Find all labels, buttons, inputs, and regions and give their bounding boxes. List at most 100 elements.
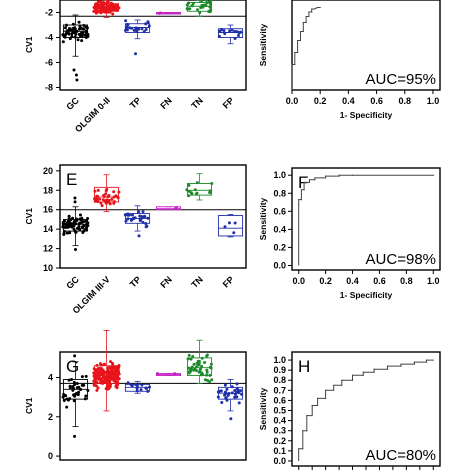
data-point <box>72 380 76 384</box>
data-point <box>79 387 83 391</box>
data-point <box>68 397 72 401</box>
x-axis-label: 1- Specificity <box>340 110 393 120</box>
auc-label: AUC=98% <box>366 251 436 268</box>
roc-point <box>386 365 389 367</box>
data-point <box>106 387 110 391</box>
data-point <box>210 378 214 382</box>
x-tick-label: 0.6 <box>373 276 386 286</box>
data-point <box>62 33 66 37</box>
data-point <box>233 37 237 41</box>
data-point <box>124 219 128 223</box>
roc-curve <box>298 359 434 461</box>
roc-point <box>425 359 428 361</box>
data-point <box>198 11 202 15</box>
data-point <box>200 364 204 368</box>
data-point <box>65 23 69 27</box>
data-point <box>94 373 98 377</box>
y-axis-label: Sensitivity <box>258 197 268 240</box>
data-point <box>84 30 88 34</box>
data-point <box>61 40 65 44</box>
data-point <box>205 354 209 358</box>
data-point <box>82 383 86 387</box>
roc-point <box>425 361 428 363</box>
roc-point <box>302 430 304 432</box>
data-point <box>209 0 213 2</box>
data-point <box>233 221 237 225</box>
data-point <box>210 182 214 186</box>
data-point <box>109 2 113 6</box>
data-point <box>117 363 121 367</box>
data-point <box>126 217 130 221</box>
y-tick-label: 0.1 <box>273 446 286 456</box>
data-point <box>108 385 112 389</box>
x-tick-label: 0.2 <box>319 276 332 286</box>
roc-point <box>305 15 307 18</box>
roc-point <box>302 30 304 33</box>
roc-point <box>338 175 340 177</box>
outlier-point <box>72 68 76 72</box>
data-point <box>81 231 85 235</box>
data-point <box>200 3 204 7</box>
data-point <box>101 1 105 5</box>
roc-point <box>413 361 416 363</box>
data-point <box>109 360 113 364</box>
data-point <box>96 188 100 192</box>
y-tick-label: 1.0 <box>273 170 286 180</box>
y-axis-label: CV1 <box>24 208 34 225</box>
data-point <box>230 385 234 389</box>
data-point <box>114 384 118 388</box>
data-point <box>68 37 72 41</box>
roc-point <box>373 371 375 373</box>
data-point <box>142 30 146 34</box>
data-point <box>123 213 127 217</box>
y-tick-label: 0.5 <box>273 406 286 416</box>
roc-point <box>325 389 327 391</box>
data-point <box>141 220 145 224</box>
data-point <box>112 373 116 377</box>
data-point <box>82 220 86 224</box>
panel-roc-H: 0.00.10.20.30.40.50.60.70.80.91.0 Sensiti… <box>258 351 441 470</box>
data-point <box>106 381 110 385</box>
roc-point <box>294 51 296 54</box>
data-point <box>131 213 135 217</box>
category-label: TN <box>189 95 205 111</box>
data-point <box>124 19 128 23</box>
data-point <box>194 365 198 369</box>
data-point <box>187 1 191 5</box>
x-tick-label: 0.4 <box>342 96 355 106</box>
data-point <box>137 27 141 31</box>
data-point <box>69 223 73 227</box>
data-point <box>101 7 105 11</box>
panel-letter: F <box>298 173 308 192</box>
data-point <box>205 368 209 372</box>
y-tick-label: 18 <box>43 185 53 195</box>
y-tick-label: 0.4 <box>273 416 286 426</box>
data-point <box>144 222 148 226</box>
data-point <box>133 216 137 220</box>
data-point <box>99 11 103 15</box>
data-point <box>144 22 148 26</box>
data-point <box>235 390 239 394</box>
data-point <box>139 388 143 392</box>
data-point <box>106 368 110 372</box>
data-point <box>97 377 101 381</box>
data-point <box>97 6 101 10</box>
y-tick-label: 16 <box>43 205 53 215</box>
y-tick-label: 0.4 <box>273 224 286 234</box>
roc-point <box>311 8 313 10</box>
data-point <box>112 6 116 10</box>
x-tick-label: 1.0 <box>427 276 440 286</box>
data-point <box>65 29 69 33</box>
data-point <box>67 32 71 36</box>
data-point <box>62 232 66 236</box>
data-point <box>240 392 244 396</box>
data-point <box>233 30 237 34</box>
data-point <box>109 382 113 386</box>
x-tick-label: 1.0 <box>427 96 440 106</box>
x-tick-label: 0.0 <box>286 96 299 106</box>
data-point <box>203 361 207 365</box>
data-point <box>79 26 83 30</box>
data-point <box>78 213 82 217</box>
roc-point <box>311 404 313 407</box>
roc-point <box>373 368 375 370</box>
